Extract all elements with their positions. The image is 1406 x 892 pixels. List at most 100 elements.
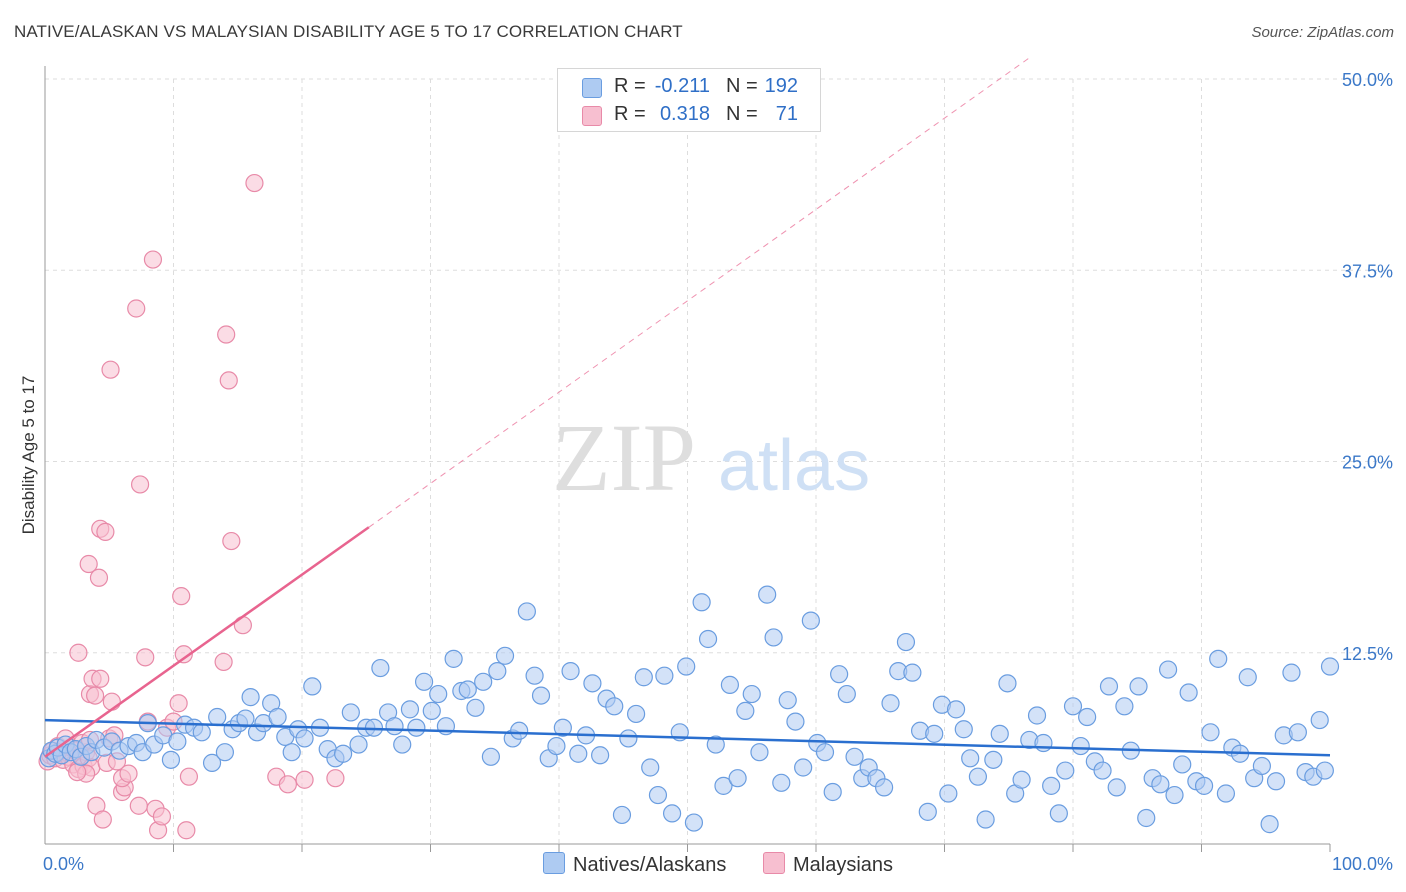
native-point: [1078, 707, 1097, 727]
malaysian-point: [326, 769, 345, 788]
malaysian-point: [119, 764, 138, 783]
legend-swatch-pink: [763, 852, 785, 874]
native-point: [334, 744, 353, 763]
native-point: [208, 707, 227, 727]
native-point: [1042, 776, 1061, 795]
native-point: [684, 813, 704, 832]
chart-title: NATIVE/ALASKAN VS MALAYSIAN DISABILITY A…: [14, 22, 683, 41]
legend-swatch-pink: [582, 106, 602, 126]
native-point: [1288, 723, 1307, 742]
native-point: [1310, 710, 1329, 730]
native-point: [706, 735, 725, 754]
native-point: [655, 666, 674, 685]
legend-n-label: N =: [726, 75, 758, 97]
malaysian-point: [219, 371, 238, 390]
legend-row-natives: R = -0.211 N = 192: [558, 73, 820, 101]
native-point: [634, 668, 653, 687]
native-point: [1115, 697, 1134, 716]
native-point: [801, 611, 820, 630]
native-point: [561, 662, 580, 681]
x-tick-label: 100.0%: [1332, 854, 1393, 874]
native-point: [698, 629, 718, 649]
native-point: [786, 712, 805, 731]
native-point: [161, 750, 181, 769]
legend-item-malaysians[interactable]: Malaysians: [763, 852, 893, 877]
native-point: [714, 776, 733, 795]
native-point: [385, 717, 404, 736]
native-point: [881, 694, 900, 713]
watermark-atlas: atlas: [718, 426, 870, 506]
native-point: [268, 707, 287, 727]
malaysian-point: [174, 645, 193, 664]
native-point: [1320, 657, 1340, 676]
native-point: [823, 782, 842, 802]
native-point: [815, 743, 835, 762]
native-point: [1158, 660, 1178, 679]
native-point: [837, 684, 856, 704]
native-point: [968, 767, 988, 786]
malaysian-point: [69, 643, 88, 662]
native-point: [626, 704, 646, 724]
malaysian-point: [130, 475, 150, 494]
native-point: [1252, 756, 1271, 776]
native-point: [215, 743, 234, 762]
legend-row-malaysians: R = 0.318 N = 71: [558, 101, 820, 129]
native-point: [481, 747, 500, 766]
native-point: [295, 729, 314, 748]
native-point: [1071, 736, 1090, 756]
malaysian-point: [96, 522, 115, 541]
native-point: [202, 753, 222, 773]
native-point: [1012, 770, 1031, 789]
native-point: [349, 735, 368, 754]
native-point: [1238, 668, 1257, 687]
tick-labels: 12.5% 25.0% 37.5% 50.0% 0.0% 100.0%: [43, 70, 1393, 874]
malaysian-point: [129, 796, 148, 815]
malaysian-point: [102, 692, 121, 711]
native-point: [474, 672, 493, 691]
native-point: [662, 804, 682, 823]
native-point: [1194, 776, 1214, 795]
native-point: [1216, 784, 1236, 803]
native-point: [794, 758, 813, 777]
native-point: [444, 649, 463, 668]
natives-alaskans-points: [39, 585, 1340, 834]
native-point: [1049, 804, 1068, 823]
native-point: [236, 709, 255, 728]
series-legend: Natives/Alaskans Malaysians: [0, 850, 1406, 880]
native-point: [772, 773, 791, 792]
watermark-zip: ZIP: [552, 404, 696, 511]
native-point: [918, 802, 937, 821]
native-point: [371, 658, 390, 678]
malaysian-point: [127, 299, 146, 318]
malaysian-point: [169, 694, 188, 713]
native-point: [525, 666, 544, 685]
native-point: [1099, 677, 1119, 696]
native-point: [728, 769, 747, 788]
native-point: [1027, 706, 1047, 725]
native-point: [961, 749, 980, 768]
malaysian-point: [179, 767, 199, 786]
native-point: [778, 691, 797, 710]
malaysian-point: [93, 810, 112, 829]
native-point: [591, 746, 610, 765]
legend-r-value: 0.318: [659, 103, 710, 125]
native-point: [742, 684, 761, 704]
chart-source: Source: ZipAtlas.com: [1251, 24, 1394, 41]
native-point: [946, 700, 966, 719]
native-point: [1034, 733, 1053, 753]
malaysian-point: [91, 669, 110, 688]
legend-n-value: 192: [764, 75, 798, 97]
native-point: [903, 663, 922, 682]
native-point: [998, 674, 1017, 693]
malaysian-point: [86, 686, 105, 705]
native-point: [531, 686, 551, 705]
native-point: [1201, 723, 1220, 742]
malaysian-point: [278, 775, 297, 794]
legend-item-natives[interactable]: Natives/Alaskans: [543, 852, 726, 877]
native-point: [648, 785, 668, 805]
native-point: [720, 675, 740, 694]
native-point: [845, 747, 864, 766]
native-point: [677, 657, 696, 676]
native-point: [1173, 755, 1192, 774]
